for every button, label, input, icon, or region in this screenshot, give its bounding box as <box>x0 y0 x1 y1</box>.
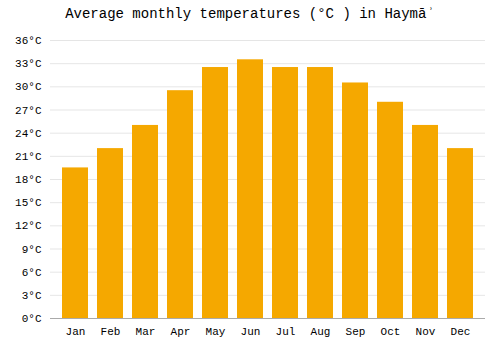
svg-text:36°C: 36°C <box>15 35 42 47</box>
svg-text:6°C: 6°C <box>22 267 42 279</box>
svg-text:Nov: Nov <box>416 326 436 338</box>
svg-text:0°C: 0°C <box>22 313 42 325</box>
svg-text:Jun: Jun <box>241 326 261 338</box>
html-text:Average monthly temperatures (: Average monthly temperatures (°C ) in Ha… <box>65 6 435 22</box>
svg-text:Mar: Mar <box>136 326 156 338</box>
svg-text:9°C: 9°C <box>22 244 42 256</box>
svg-text:Oct: Oct <box>381 326 401 338</box>
svg-text:15°C: 15°C <box>15 197 42 209</box>
svg-text:Dec: Dec <box>451 326 471 338</box>
svg-text:12°C: 12°C <box>15 220 42 232</box>
svg-text:33°C: 33°C <box>15 58 42 70</box>
svg-text:Jul: Jul <box>276 326 296 338</box>
svg-text:Aug: Aug <box>311 326 331 338</box>
svg-text:27°C: 27°C <box>15 105 42 117</box>
svg-text:Jan: Jan <box>66 326 86 338</box>
svg-text:30°C: 30°C <box>15 81 42 93</box>
svg-text:Apr: Apr <box>171 326 191 338</box>
svg-text:18°C: 18°C <box>15 174 42 186</box>
svg-text:Feb: Feb <box>101 326 121 338</box>
svg-text:May: May <box>206 326 226 338</box>
svg-text:24°C: 24°C <box>15 128 42 140</box>
svg-text:Sep: Sep <box>346 326 366 338</box>
svg-text:21°C: 21°C <box>15 151 42 163</box>
svg-text:3°C: 3°C <box>22 290 42 302</box>
